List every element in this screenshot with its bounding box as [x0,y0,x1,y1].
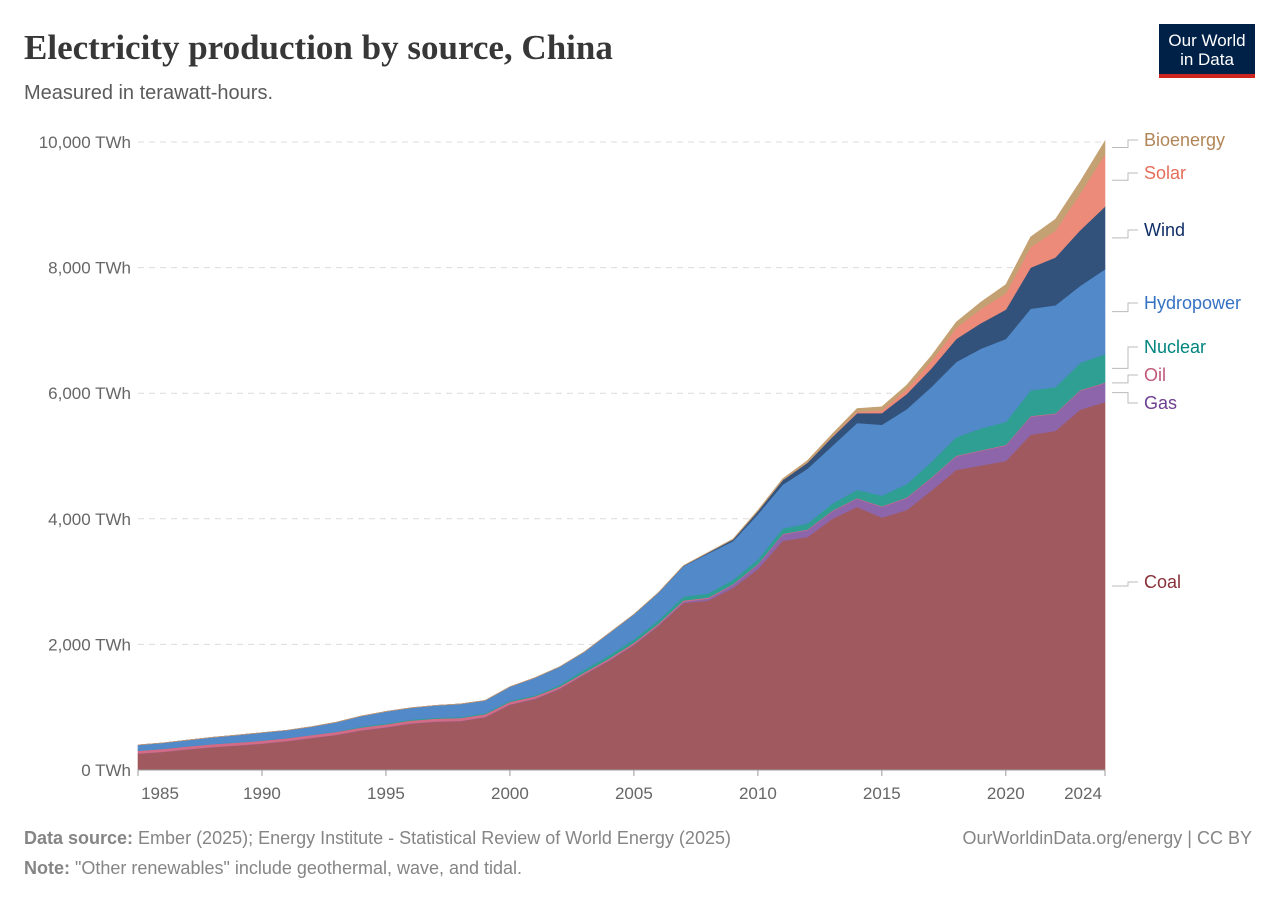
legend-connector [1112,392,1138,404]
y-tick-label: 0 TWh [81,761,131,780]
x-tick-label: 1990 [243,784,281,803]
source-label: Data source: [24,828,134,848]
x-tick-label: 2020 [987,784,1025,803]
x-tick-label: 2000 [491,784,529,803]
note: Note: "Other renewables" include geother… [24,858,522,879]
legend-label-oil: Oil [1144,365,1166,385]
data-source: Data source: Ember (2025); Energy Instit… [24,828,731,849]
x-tick-label: 1995 [367,784,405,803]
y-tick-label: 6,000 TWh [48,384,131,403]
legend-connector [1112,346,1138,369]
legend-label-hydropower: Hydropower [1144,293,1241,313]
legend-connector [1112,139,1138,149]
legend-connector [1112,172,1138,181]
y-tick-label: 4,000 TWh [48,510,131,529]
source-text: Ember (2025); Energy Institute - Statist… [133,828,731,848]
legend-label-solar: Solar [1144,163,1186,183]
chart-title: Electricity production by source, China [24,28,613,67]
legend-label-gas: Gas [1144,393,1177,413]
x-tick-label: 2015 [863,784,901,803]
note-text: "Other renewables" include geothermal, w… [70,858,523,878]
legend-label-wind: Wind [1144,220,1185,240]
legend-connector [1112,229,1138,239]
legend-connector [1112,374,1138,384]
area-bioenergy [137,139,1106,746]
x-tick-label: 1985 [141,784,179,803]
x-tick-label: 2010 [739,784,777,803]
credit-link[interactable]: OurWorldinData.org/energy | CC BY [962,828,1252,848]
legend-connector [1112,302,1138,313]
legend-label-bioenergy: Bioenergy [1144,130,1225,150]
legend-label-coal: Coal [1144,572,1181,592]
x-tick-label: 2005 [615,784,653,803]
note-label: Note: [24,858,70,878]
y-tick-label: 2,000 TWh [48,635,131,654]
y-tick-label: 8,000 TWh [48,259,131,278]
owid-logo[interactable]: Our World in Data [1159,24,1255,78]
legend-label-nuclear: Nuclear [1144,337,1206,357]
x-tick-label: 2024 [1064,784,1102,803]
legend-connector [1112,581,1138,587]
y-tick-label: 10,000 TWh [39,133,131,152]
chart-subtitle: Measured in terawatt-hours. [24,82,274,104]
